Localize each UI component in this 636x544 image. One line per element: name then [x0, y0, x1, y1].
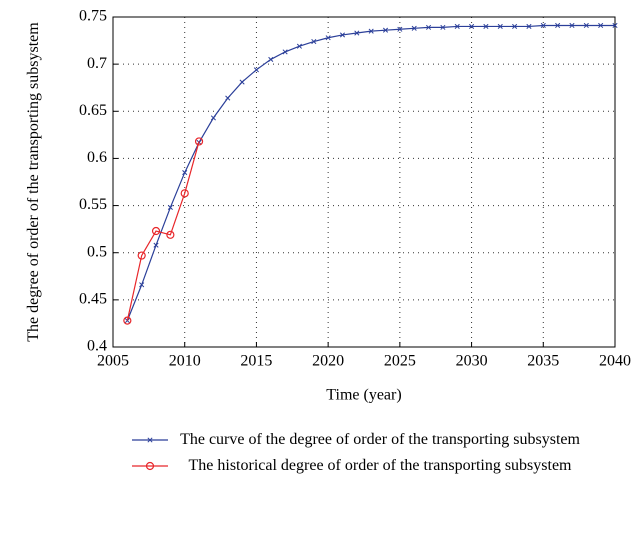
data-point	[311, 38, 317, 45]
y-tick-label: 0.65	[79, 102, 107, 119]
data-point	[239, 79, 245, 85]
legend-symbol	[132, 437, 168, 443]
data-point	[382, 27, 389, 33]
data-point	[397, 26, 403, 32]
data-point	[497, 23, 503, 29]
x-tick-label: 2040	[599, 353, 631, 370]
data-point	[555, 22, 561, 29]
legend-label: The curve of the degree of order of the …	[180, 431, 580, 448]
data-point	[180, 189, 189, 198]
data-point	[540, 22, 546, 29]
data-point	[440, 24, 446, 30]
y-axis-label: The degree of order of the transporting …	[25, 22, 42, 342]
data-point	[153, 242, 159, 248]
data-point	[123, 316, 132, 325]
data-point	[368, 28, 374, 34]
data-point	[182, 170, 188, 176]
data-point	[166, 230, 175, 239]
data-point	[253, 67, 259, 73]
y-tick-label: 0.6	[87, 149, 107, 166]
data-point	[151, 226, 161, 236]
data-point	[526, 23, 532, 29]
legend-marker	[145, 461, 155, 471]
x-tick-label: 2020	[312, 353, 344, 370]
data-point	[512, 23, 518, 29]
x-tick-label: 2035	[527, 353, 559, 370]
data-point	[268, 56, 274, 62]
chart: Time (year) 0.4 0.45 0.5 0.55 0.6 0.65 0.7 0.75…	[79, 8, 631, 404]
data-point	[282, 49, 288, 55]
data-point	[411, 25, 417, 31]
x-tick-label: 2005	[97, 353, 129, 370]
y-tick-label: 0.5	[87, 243, 107, 260]
x-axis-label: Time (year)	[326, 387, 401, 404]
series-line	[126, 24, 615, 321]
data-point	[210, 115, 216, 121]
series-line	[126, 141, 200, 321]
data-point	[354, 30, 360, 36]
data-point	[569, 22, 575, 29]
data-point	[583, 22, 589, 29]
data-point	[598, 22, 604, 29]
legend-item: The curve of the degree of order of the …	[130, 428, 630, 452]
data-point	[454, 23, 460, 29]
legend-marker	[147, 437, 153, 443]
y-tick-label: 0.75	[79, 8, 107, 25]
data-point	[483, 23, 489, 29]
data-point	[469, 23, 475, 29]
y-tick-label: 0.4	[87, 338, 107, 355]
data-point	[137, 251, 146, 260]
x-tick-label: 2025	[384, 353, 416, 370]
legend-item: The historical degree of order of the tr…	[130, 454, 630, 478]
legend-label: The historical degree of order of the tr…	[188, 457, 572, 474]
legend: The curve of the degree of order of the …	[130, 428, 630, 480]
data-point	[339, 32, 346, 38]
data-point	[612, 22, 618, 29]
legend-symbol	[132, 461, 168, 471]
data-point	[296, 43, 303, 49]
data-point	[194, 137, 204, 146]
x-tick-label: 2010	[169, 353, 201, 370]
x-tick-label: 2015	[240, 353, 272, 370]
data-point	[225, 95, 231, 101]
plot-frame	[112, 16, 616, 348]
y-tick-label: 0.45	[79, 291, 107, 308]
y-tick-label: 0.7	[87, 55, 107, 72]
data-point	[167, 204, 173, 211]
data-point	[139, 282, 145, 288]
data-point	[325, 35, 331, 41]
data-point	[425, 24, 432, 30]
x-tick-label: 2030	[456, 353, 488, 370]
y-tick-label: 0.55	[79, 196, 107, 213]
